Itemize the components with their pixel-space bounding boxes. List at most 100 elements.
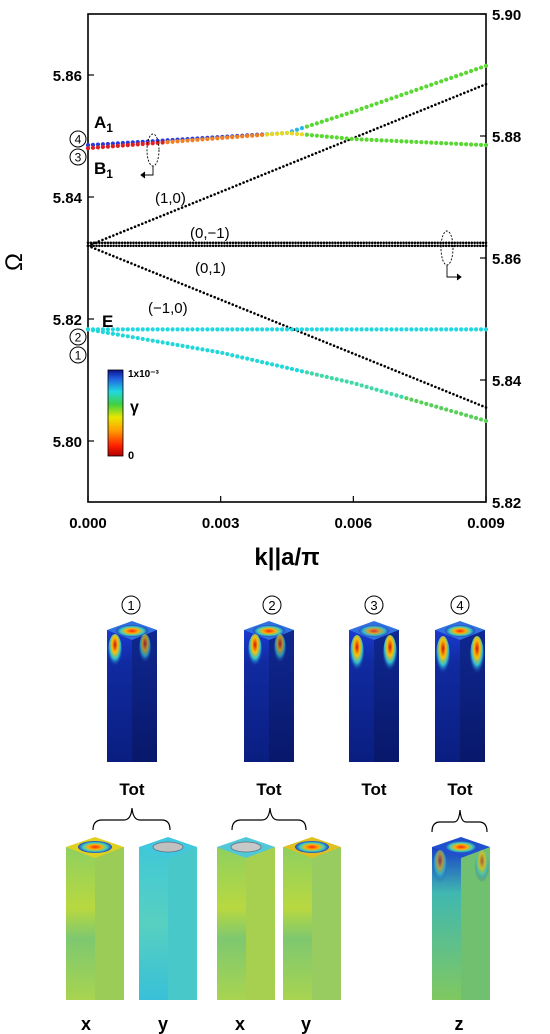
band-number-4: 4 [69,130,87,148]
light-line-point [405,115,408,118]
light-line-point [467,244,471,248]
light-line-point [260,244,263,248]
band-point [483,63,489,68]
band-point [125,143,130,148]
light-line-point [282,165,285,168]
light-line-point [151,270,155,274]
light-line-point [382,244,385,248]
light-line-point [302,241,306,245]
light-line-point [376,241,380,245]
light-line-point [299,241,303,245]
light-line-point [433,244,437,248]
band-point [95,145,101,150]
band-point [354,327,359,332]
band-point [409,139,414,144]
band-point [389,138,394,143]
brace-mode-4 [431,809,488,833]
band-point [409,327,414,332]
band-point [449,327,454,332]
light-line-point [345,244,349,248]
light-line-point [314,244,317,248]
band-point [459,141,464,147]
light-line-point [227,301,231,305]
light-line-point [325,147,329,151]
component-label-y-2: y [301,1014,311,1034]
light-line-point [140,222,144,226]
light-line-point [302,244,306,248]
light-line-point [223,241,226,245]
light-line-point [198,198,202,202]
band-point [260,359,265,365]
light-line-point [300,331,303,334]
light-line-point [479,244,482,248]
light-line-point [423,381,426,384]
band-point [155,140,160,145]
light-line-point [447,244,451,248]
band-point [279,327,285,332]
light-line-point [214,244,218,248]
light-line-point [359,244,363,248]
light-line-point [169,278,173,281]
band-point [245,133,250,139]
light-line-point [299,244,303,248]
light-line-point [426,106,430,109]
band-point [419,327,424,332]
band-point [125,334,130,339]
light-line-point [307,334,311,337]
band-point [215,327,220,332]
light-line-point [184,284,187,287]
light-line-point [149,244,152,248]
left-axis-indicator [140,133,160,179]
band-point [314,327,319,332]
light-line-point [336,345,339,349]
light-line-point [303,156,307,159]
light-line-point [401,116,405,120]
light-line-point [235,184,238,187]
light-line-point [171,241,175,245]
band-point [369,137,374,142]
light-line-point [123,241,127,245]
band-point [349,380,354,385]
light-line-point [441,100,444,104]
band-point [304,370,309,375]
light-line-point [476,241,479,245]
band-point [439,327,444,332]
light-line-point [100,241,104,245]
light-line-point [257,244,260,248]
light-line-point [481,404,484,408]
light-line-point [188,203,191,206]
band-point [384,390,389,395]
light-line-point [351,241,354,245]
y-right-tick-label: 5.88 [492,129,521,146]
light-line-point [260,241,263,245]
band-point [185,344,190,349]
band-point [294,127,300,132]
band-point [284,365,290,370]
light-line-point [143,241,147,245]
light-line-point [447,241,451,245]
light-line-point [267,317,271,321]
light-line-point [166,276,169,280]
light-line-point [464,244,468,248]
band-point [478,327,484,332]
band-point [155,327,160,332]
light-line-point [415,378,419,381]
band-point [359,106,364,111]
light-line-point [122,229,126,233]
light-line-point [89,244,93,248]
light-line-point [256,313,260,317]
light-line-point [206,241,209,245]
colorbar-min-label: 0 [128,450,134,462]
light-line-point [200,241,204,245]
line-label-0-1: (0,1) [195,260,226,277]
band-point [309,133,314,138]
light-line-point [234,241,238,245]
light-line-point [339,347,343,350]
light-line-point [109,244,113,248]
band-point [364,384,369,389]
band-point [304,132,309,137]
light-line-point [159,273,162,277]
band-point [329,134,334,140]
light-line-point [282,323,285,327]
